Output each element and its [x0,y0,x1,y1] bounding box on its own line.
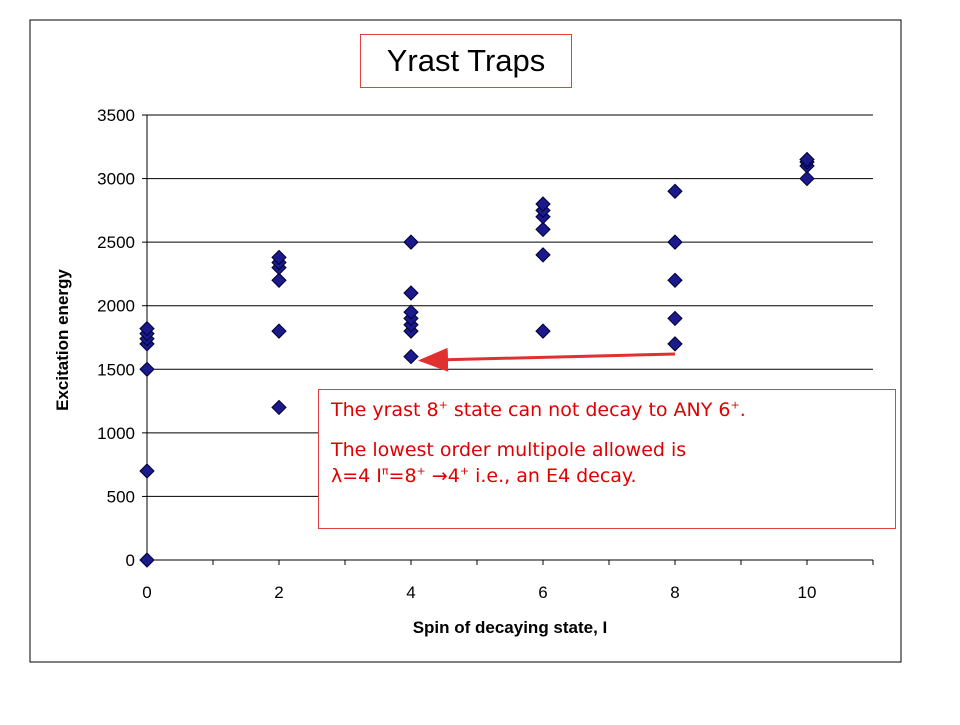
y-tick-label: 1500 [97,360,135,379]
note-line-1: The yrast 8+ state can not decay to ANY … [331,397,885,423]
data-point [139,552,155,568]
annotation-box: The yrast 8+ state can not decay to ANY … [318,389,896,529]
data-point [535,323,551,339]
y-tick-label: 500 [107,487,135,506]
data-point [403,285,419,301]
decay-arrow [418,347,676,372]
superscript-plus: + [730,398,740,412]
data-point [271,249,287,266]
x-ticks: 0 2 4 6 8 10 [142,560,874,602]
data-point [403,348,419,365]
data-point [535,221,551,238]
chart-frame [29,19,902,663]
y-axis-label: Excitation energy [53,269,72,411]
y-tick-label: 1000 [97,424,135,443]
x-tick-label: 8 [670,583,679,602]
y-tick-label: 2000 [97,297,135,316]
data-point [667,336,683,352]
chart-title: Yrast Traps [360,34,572,88]
data-point [139,463,155,479]
note-text: =8 [388,465,417,487]
data-point [799,151,815,168]
data-point [667,310,683,327]
chart-title-text: Yrast Traps [386,43,546,78]
x-tick-label: 2 [274,583,283,602]
lambda-symbol: λ [331,465,343,487]
gridlines [147,114,873,497]
data-point [535,247,551,263]
data-point [403,234,419,250]
y-tick-label: 3500 [97,106,135,125]
y-tick-label: 0 [126,551,135,570]
y-tick-label: 2500 [97,233,135,252]
note-text: . [739,399,746,421]
y-tick-label: 3000 [97,170,135,189]
data-point [667,234,683,250]
superscript-pi: π [381,464,389,478]
data-point [271,323,287,339]
data-point [139,361,155,377]
data-point [271,399,287,416]
superscript-plus: + [459,464,470,478]
x-tick-label: 4 [406,583,415,602]
data-point [535,196,551,212]
note-text: =4 I [342,465,382,487]
data-point [139,320,155,337]
data-points [139,151,815,568]
x-tick-label: 10 [798,583,817,602]
data-point [799,170,815,187]
data-point [667,272,683,288]
x-tick-label: 0 [142,583,151,602]
x-axis-label: Spin of decaying state, I [413,618,608,637]
note-line-2: The lowest order multipole allowed is [331,439,687,461]
note-text: The yrast 8 [331,399,439,421]
data-point [403,304,419,320]
note-line-3: λ=4 Iπ=8+ →4+ i.e., an E4 decay. [331,463,885,489]
x-tick-label: 6 [538,583,547,602]
superscript-plus: + [438,398,448,412]
y-ticks: 0 500 1000 1500 2000 2500 3000 3500 [97,106,147,570]
note-text: state can not decay to ANY 6 [447,399,731,421]
superscript-plus: + [416,464,426,478]
data-point [667,183,683,199]
data-point [271,272,287,288]
note-text: i.e., an E4 decay. [469,465,637,487]
note-text: →4 [425,465,460,487]
